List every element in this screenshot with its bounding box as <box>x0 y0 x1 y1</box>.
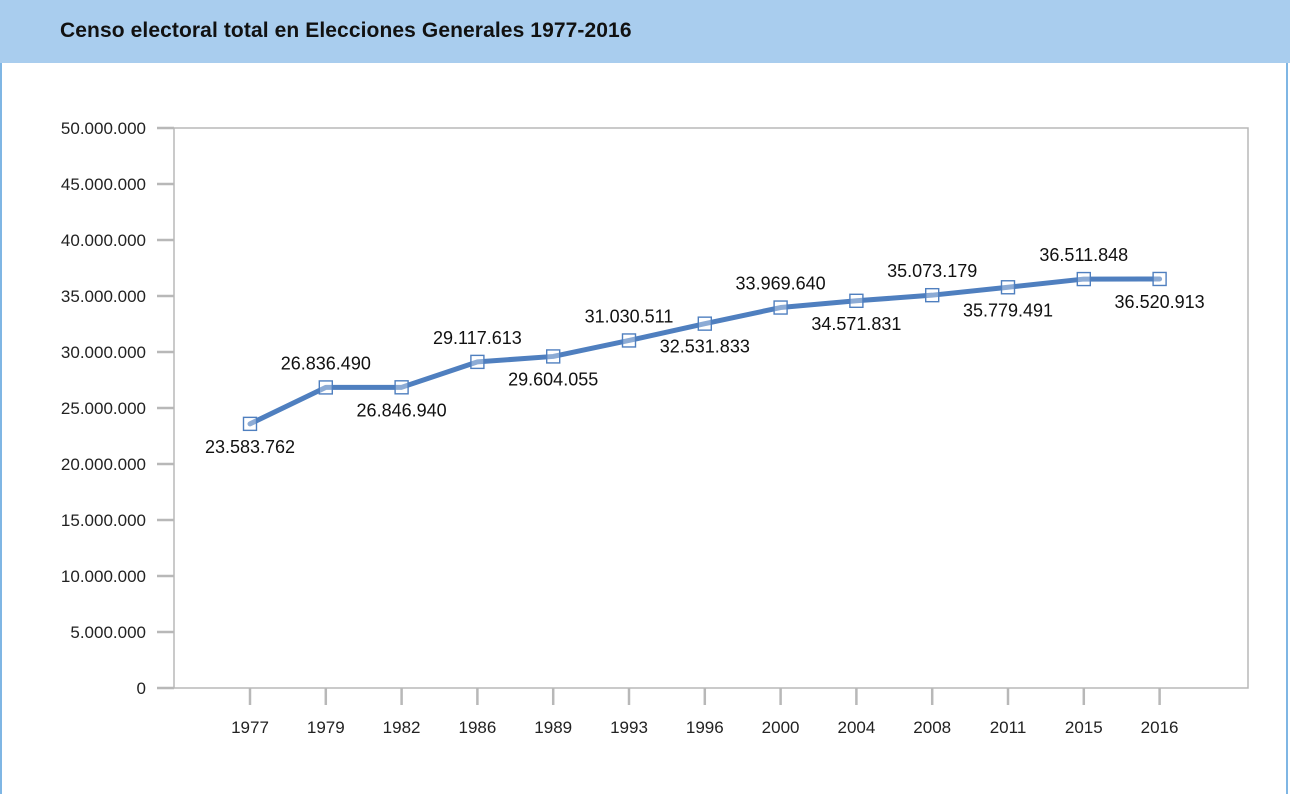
y-tick-label: 20.000.000 <box>61 455 146 474</box>
x-tick-label: 1977 <box>231 718 269 737</box>
data-label: 26.836.490 <box>281 353 371 373</box>
x-tick-label: 1996 <box>686 718 724 737</box>
data-point-marker <box>546 349 561 364</box>
data-label: 35.779.491 <box>963 300 1053 320</box>
data-point-marker <box>394 380 409 395</box>
data-label: 32.531.833 <box>660 337 750 357</box>
x-tick-label: 1986 <box>458 718 496 737</box>
data-point-marker <box>1152 271 1167 287</box>
x-tick-label: 1989 <box>534 718 572 737</box>
plot-area-border <box>173 127 1249 689</box>
data-label: 35.073.179 <box>887 261 977 281</box>
data-label: 26.846.940 <box>357 400 447 420</box>
series-line <box>247 276 1163 427</box>
x-tick-label: 2011 <box>990 718 1027 737</box>
data-point-marker <box>470 354 485 370</box>
y-tick-label: 15.000.000 <box>61 511 146 530</box>
data-point-marker <box>621 333 637 348</box>
x-tick-label: 2004 <box>837 718 875 737</box>
data-label: 36.511.848 <box>1039 245 1128 265</box>
y-tick-label: 0 <box>137 679 146 698</box>
data-label: 34.571.831 <box>811 314 901 334</box>
y-axis-ticks: 0 5.000.000 10.000.000 15.000.000 20.000.000… <box>61 119 174 698</box>
data-point-marker <box>318 380 333 395</box>
x-tick-label: 2016 <box>1141 718 1179 737</box>
y-tick-label: 10.000.000 <box>61 567 146 586</box>
data-point-marker <box>1000 280 1016 295</box>
x-axis-ticks: 1977 1979 1982 1986 1989 1993 1996 2000 2004 2008… <box>231 688 1179 737</box>
y-tick-label: 30.000.000 <box>61 343 146 362</box>
y-tick-label: 5.000.000 <box>70 623 146 642</box>
data-labels: 23.583.762 26.836.490 26.846.940 29.117.613… <box>205 245 1205 457</box>
x-tick-label: 2008 <box>913 718 951 737</box>
data-point-marker <box>925 287 940 303</box>
data-label: 36.520.913 <box>1115 292 1205 312</box>
y-tick-label: 45.000.000 <box>61 175 146 194</box>
data-point-marker <box>849 293 864 308</box>
data-label: 33.969.640 <box>736 274 826 294</box>
chart-header: Censo electoral total en Elecciones Gene… <box>0 0 1290 63</box>
x-tick-label: 1979 <box>307 718 345 737</box>
x-tick-label: 1993 <box>610 718 648 737</box>
data-point-marker <box>242 416 258 432</box>
y-tick-label: 40.000.000 <box>61 231 146 250</box>
data-label: 29.604.055 <box>508 369 598 389</box>
data-point-marker <box>773 300 788 315</box>
x-tick-label: 1982 <box>383 718 421 737</box>
series-line-group <box>242 271 1167 432</box>
data-point-marker <box>697 316 712 331</box>
data-label: 31.030.511 <box>585 306 674 326</box>
x-tick-label: 2015 <box>1065 718 1103 737</box>
y-tick-label: 35.000.000 <box>61 287 146 306</box>
y-tick-label: 50.000.000 <box>61 119 146 138</box>
data-label: 29.117.613 <box>433 328 522 348</box>
x-tick-label: 2000 <box>762 718 800 737</box>
chart-title: Censo electoral total en Elecciones Gene… <box>60 19 632 42</box>
data-point-marker <box>1076 271 1092 287</box>
data-label: 23.583.762 <box>205 437 295 457</box>
chart-axes <box>173 127 1249 689</box>
y-tick-label: 25.000.000 <box>61 399 146 418</box>
